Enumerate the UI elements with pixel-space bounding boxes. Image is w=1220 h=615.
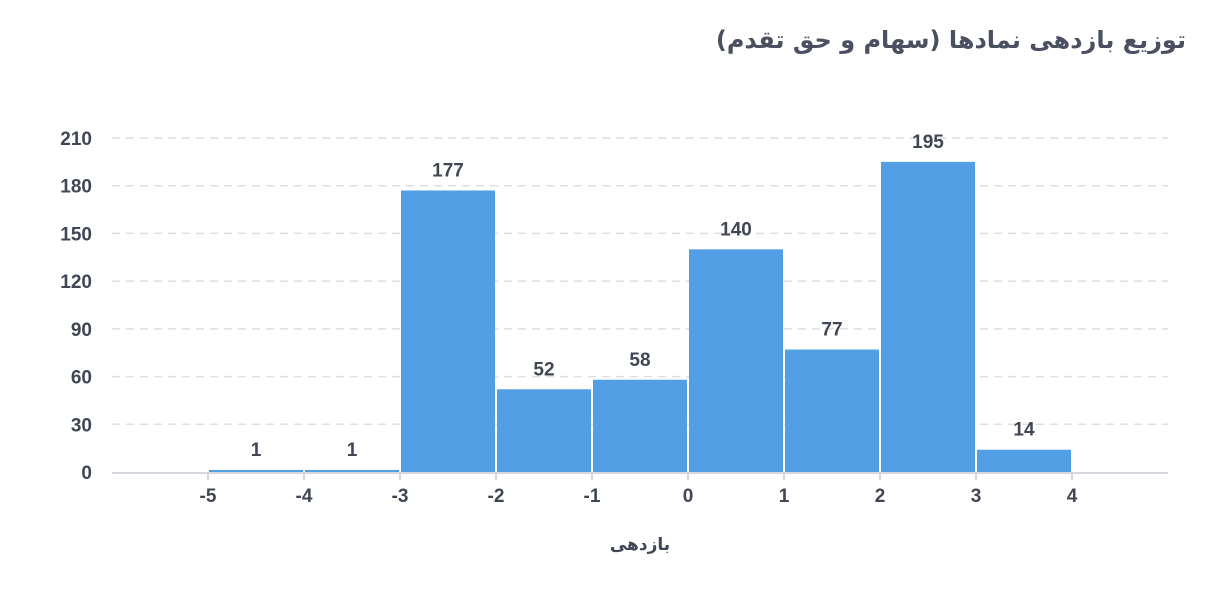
y-tick-label: 90 bbox=[71, 320, 92, 341]
y-axis-ticks: 0 30 60 90 120 150 180 210 bbox=[60, 129, 92, 484]
x-tick-label: 0 bbox=[683, 486, 694, 507]
y-tick-label: 0 bbox=[81, 463, 92, 484]
x-tick-label: -3 bbox=[392, 486, 409, 507]
histogram-bar bbox=[497, 389, 591, 472]
y-tick-label: 60 bbox=[71, 368, 92, 389]
y-tick-label: 180 bbox=[60, 177, 92, 198]
bars bbox=[209, 161, 1071, 472]
x-tick-label: -4 bbox=[296, 486, 313, 507]
x-tick-label: -5 bbox=[200, 486, 217, 507]
bar-value-label: 195 bbox=[912, 132, 944, 153]
y-tick-label: 30 bbox=[71, 415, 92, 436]
bar-value-label: 1 bbox=[347, 440, 358, 461]
histogram-bar bbox=[401, 190, 495, 472]
bar-value-label: 77 bbox=[821, 320, 842, 341]
chart-title: توزیع بازدهی نمادها (سهام و حق تقدم) bbox=[715, 26, 1186, 54]
y-tick-label: 150 bbox=[60, 224, 92, 245]
x-tick-label: 3 bbox=[971, 486, 982, 507]
histogram-bar bbox=[209, 470, 303, 472]
bar-value-label: 14 bbox=[1013, 420, 1035, 441]
x-tick-label: 2 bbox=[875, 486, 886, 507]
histogram-bar bbox=[881, 161, 975, 472]
x-tick-label: 4 bbox=[1067, 486, 1078, 507]
x-tick-label: 1 bbox=[779, 486, 790, 507]
x-axis-ticks: -5 -4 -3 -2 -1 0 1 2 3 4 bbox=[200, 473, 1078, 507]
x-tick-label: -2 bbox=[488, 486, 505, 507]
histogram-bar bbox=[305, 470, 399, 472]
x-axis-label: بازدهی bbox=[610, 535, 670, 555]
y-tick-label: 210 bbox=[60, 129, 92, 150]
bar-value-label: 58 bbox=[629, 350, 650, 371]
gridlines bbox=[112, 137, 1168, 426]
y-tick-label: 120 bbox=[60, 272, 92, 293]
data-labels: 1 1 177 52 58 140 77 195 14 bbox=[251, 132, 1035, 461]
bar-value-label: 1 bbox=[251, 440, 262, 461]
bar-value-label: 140 bbox=[720, 219, 752, 240]
bar-value-label: 52 bbox=[533, 359, 554, 380]
bar-value-label: 177 bbox=[432, 160, 464, 181]
histogram-bar bbox=[689, 249, 783, 472]
histogram-bar bbox=[977, 449, 1071, 472]
histogram-bar bbox=[593, 379, 687, 472]
x-tick-label: -1 bbox=[584, 486, 601, 507]
histogram-bar bbox=[785, 349, 879, 472]
